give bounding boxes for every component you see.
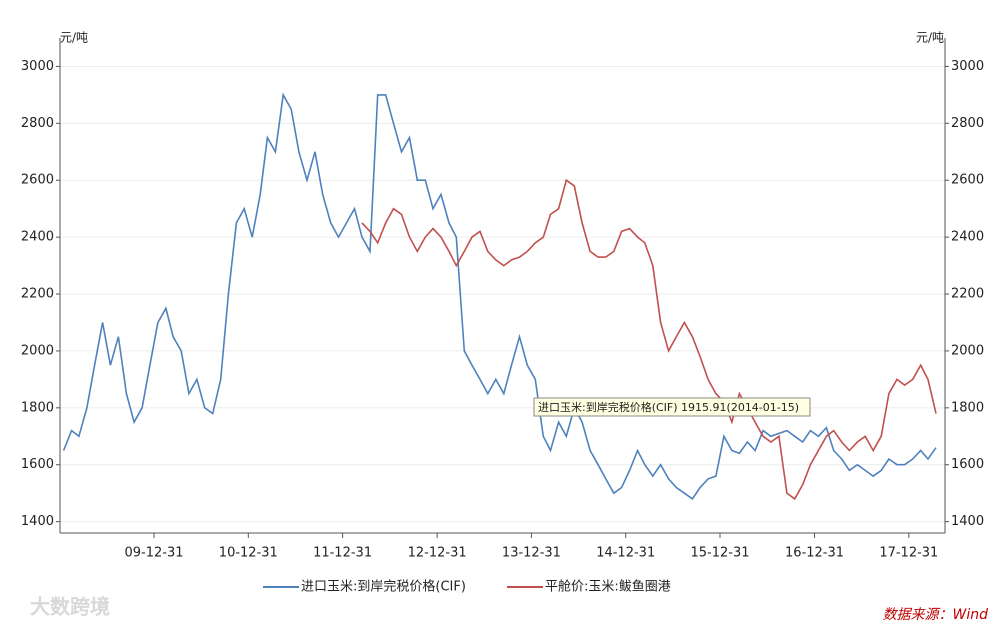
x-tick-label: 12-12-31 — [408, 546, 467, 561]
y-tick-label: 3000 — [21, 59, 54, 74]
legend-label: 进口玉米:到岸完税价格(CIF) — [301, 579, 466, 595]
y2-tick-label: 2400 — [951, 230, 984, 245]
y2-tick-label: 2000 — [951, 343, 984, 358]
y2-tick-label: 2600 — [951, 173, 984, 188]
y2-tick-label: 3000 — [951, 59, 984, 74]
y-tick-label: 2400 — [21, 230, 54, 245]
x-tick-label: 13-12-31 — [502, 546, 561, 561]
y2-tick-label: 1600 — [951, 457, 984, 472]
annotation-box — [533, 397, 811, 417]
legend-label: 平舱价:玉米:鲅鱼圈港 — [545, 579, 671, 595]
x-tick-label: 14-12-31 — [596, 546, 655, 561]
x-tick-label: 16-12-31 — [785, 546, 844, 561]
y-tick-label: 1800 — [21, 400, 54, 415]
y-tick-label: 1400 — [21, 514, 54, 529]
y-tick-label: 2800 — [21, 116, 54, 131]
annotation: 进口玉米:到岸完税价格(CIF) 1915.91(2014-01-15) — [538, 400, 799, 414]
x-tick-label: 09-12-31 — [125, 546, 184, 561]
y-tick-label: 2600 — [21, 173, 54, 188]
watermark: 大数跨境 — [30, 595, 110, 619]
x-tick-label: 11-12-31 — [313, 546, 372, 561]
line-series — [361, 178, 937, 501]
y2-axis-unit: 元/吨 — [916, 31, 944, 45]
x-tick-label: 15-12-31 — [690, 546, 749, 561]
y-tick-label: 2000 — [21, 343, 54, 358]
y2-tick-label: 2800 — [951, 116, 984, 131]
y-tick-label: 2200 — [21, 287, 54, 302]
x-tick-label: 10-12-31 — [219, 546, 278, 561]
y-axis-unit: 元/吨 — [60, 31, 88, 45]
y2-tick-label: 1400 — [951, 514, 984, 529]
y2-tick-label: 1800 — [951, 400, 984, 415]
line-series — [62, 92, 937, 501]
y-tick-label: 1600 — [21, 457, 54, 472]
y2-tick-label: 2200 — [951, 287, 984, 302]
x-tick-label: 17-12-31 — [879, 546, 938, 561]
source: 数据来源：Wind — [883, 607, 989, 623]
